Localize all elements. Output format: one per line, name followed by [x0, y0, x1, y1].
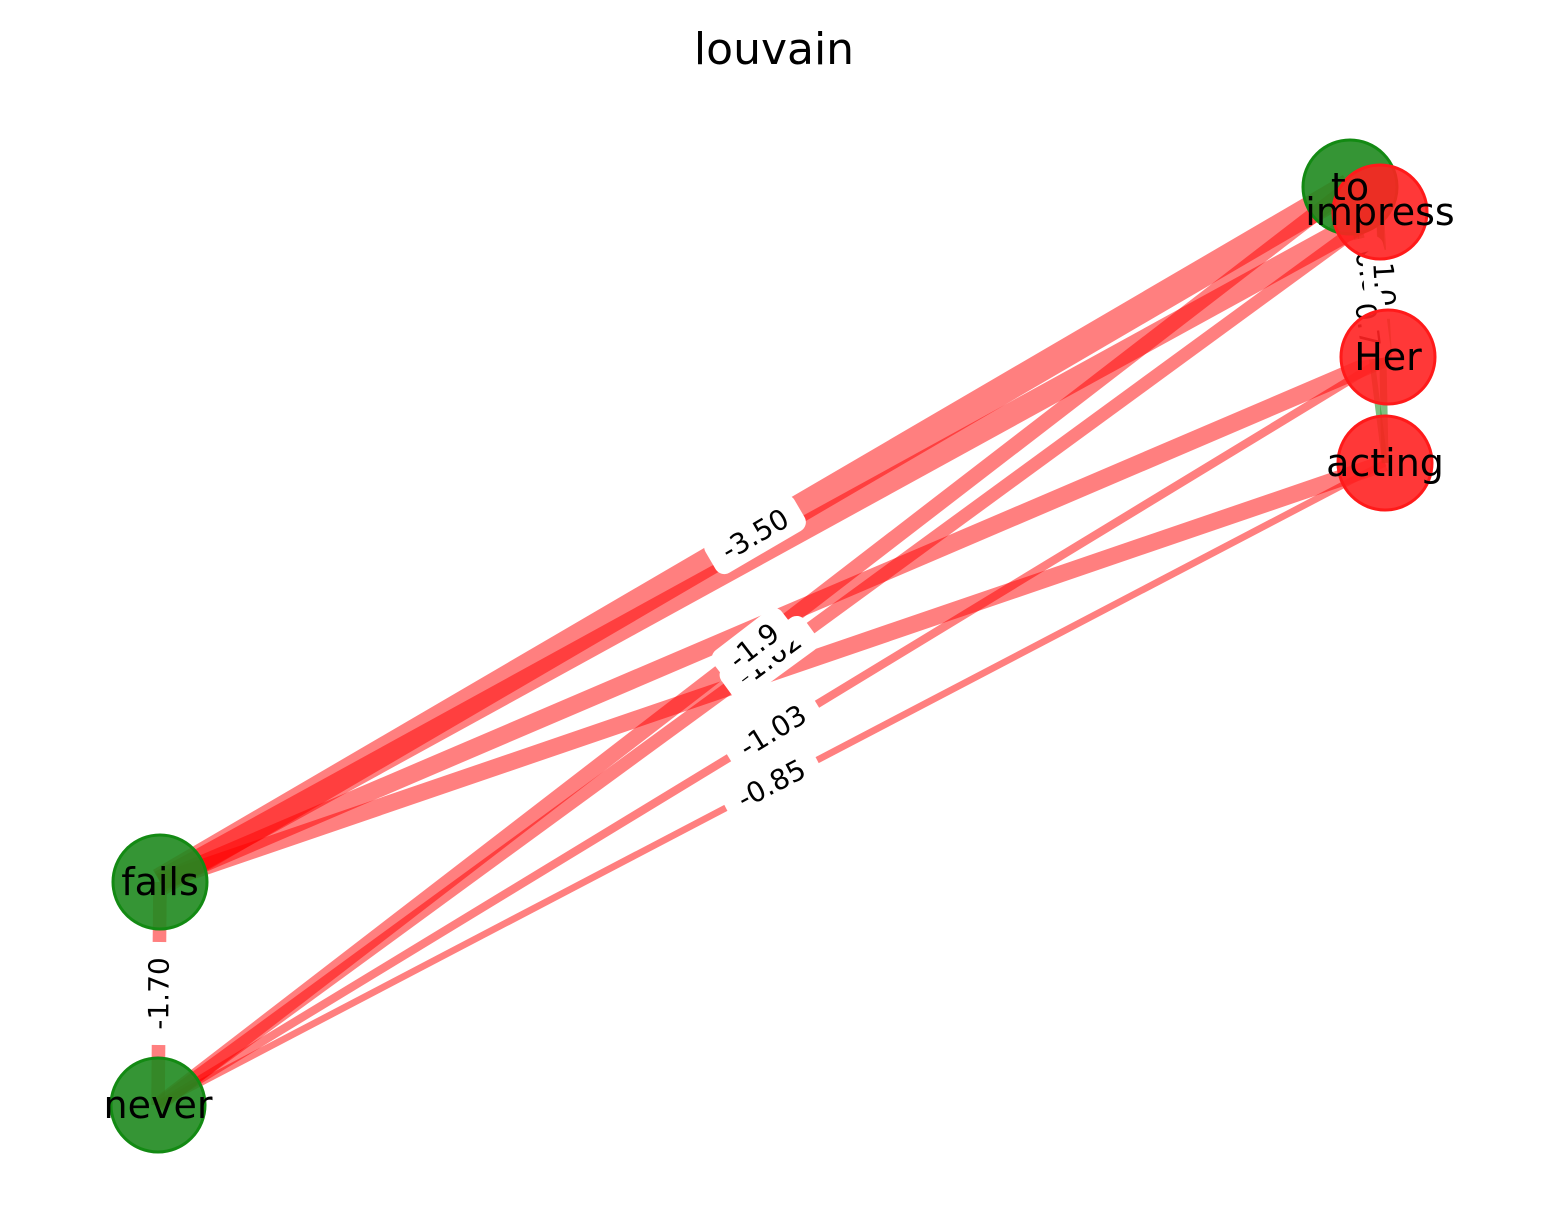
edge-label-box [711, 607, 797, 685]
node-label-acting: acting [1326, 441, 1444, 485]
node-label-to: to [1331, 165, 1369, 209]
node-label-impress: impress [1305, 190, 1454, 234]
edge-label-box [704, 494, 806, 575]
node-acting [1336, 414, 1434, 512]
edge-label-group: -1.03 [722, 690, 824, 772]
node-fails [111, 833, 209, 931]
edge-label: -1.70 [142, 957, 176, 1030]
node-label-fails: fails [121, 860, 199, 904]
node-impress [1331, 163, 1429, 261]
edge-labels-layer: -3.50-1.62-1.9-1.03-0.85-1.700.81.00.7 [138, 235, 1406, 1046]
edge-label-box [722, 690, 824, 772]
edge-label-box [720, 745, 823, 823]
node-Her [1339, 308, 1437, 406]
edge-label-box [138, 941, 180, 1046]
edge-label-group: -1.70 [138, 941, 180, 1046]
node-label-never: never [104, 1083, 213, 1127]
node-never [109, 1056, 207, 1154]
chart-title: louvain [693, 24, 855, 75]
node-label-Her: Her [1354, 335, 1422, 379]
